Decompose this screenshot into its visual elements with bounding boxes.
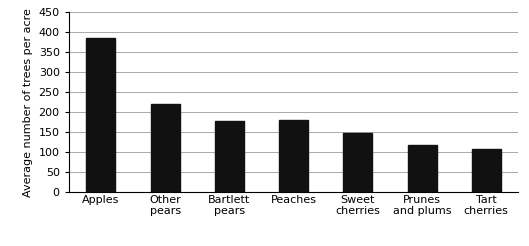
Bar [343,133,372,192]
Bar [86,38,115,192]
Bar [408,145,436,192]
Bar [215,121,244,192]
Bar [151,104,179,192]
Y-axis label: Average number of trees per acre: Average number of trees per acre [23,8,33,197]
Bar [279,120,308,192]
Bar [472,149,501,192]
